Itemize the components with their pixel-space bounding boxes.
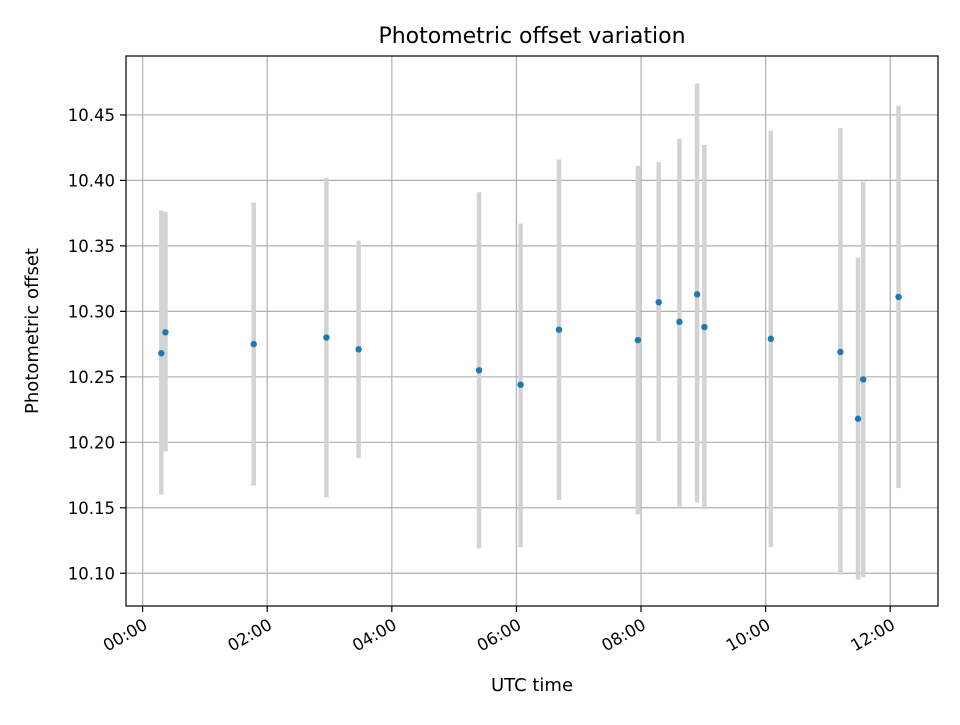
data-point: [555, 326, 563, 333]
data-point: [250, 340, 257, 348]
chart-title: Photometric offset variation: [378, 24, 685, 49]
y-tick-label: 10.30: [68, 302, 115, 321]
data-point: [860, 376, 867, 383]
data-point: [323, 334, 330, 341]
data-point: [767, 335, 775, 343]
y-tick-label: 10.40: [68, 171, 115, 190]
y-tick-label: 10.35: [68, 237, 115, 256]
y-tick-label: 10.20: [68, 433, 115, 452]
data-point: [634, 336, 642, 344]
data-point: [355, 346, 362, 353]
data-point: [837, 348, 844, 356]
data-point: [854, 415, 862, 422]
y-tick-label: 10.15: [68, 499, 115, 518]
grid: [126, 56, 938, 606]
x-axis-label: UTC time: [491, 675, 573, 696]
data-point: [693, 291, 701, 298]
data-points: [158, 291, 902, 422]
y-axis-label: Photometric offset: [22, 248, 43, 414]
plot-frame: [125, 55, 939, 607]
data-point: [895, 293, 902, 301]
y-tick-label: 10.45: [68, 106, 115, 125]
data-point: [158, 350, 165, 357]
data-point: [162, 329, 169, 336]
y-tick-label: 10.25: [68, 368, 115, 387]
data-point: [655, 298, 662, 306]
y-tick-label: 10.10: [68, 564, 115, 583]
data-point: [676, 318, 683, 326]
data-point: [475, 367, 483, 374]
data-point: [517, 381, 524, 388]
data-point: [701, 323, 708, 331]
